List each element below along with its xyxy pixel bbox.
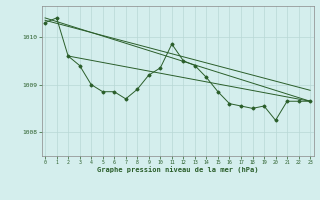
X-axis label: Graphe pression niveau de la mer (hPa): Graphe pression niveau de la mer (hPa) xyxy=(97,167,258,173)
